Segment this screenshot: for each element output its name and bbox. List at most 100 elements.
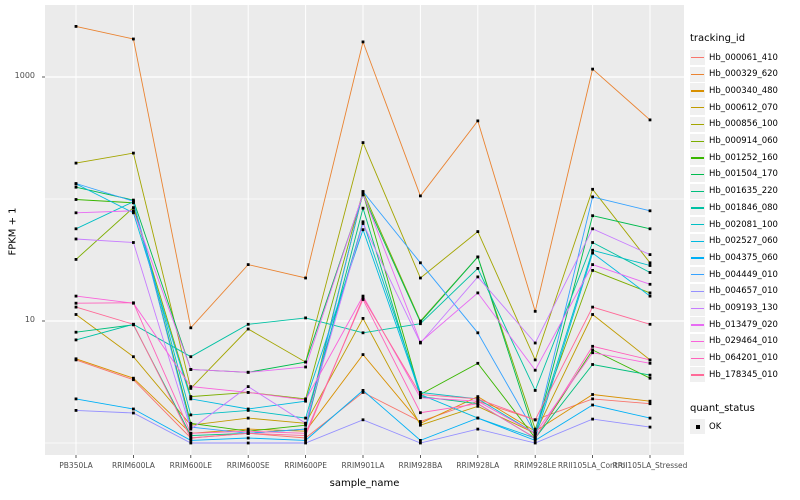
- data-point: [419, 441, 422, 445]
- x-tick-label: PB350LA: [59, 461, 93, 470]
- legend-key: [690, 200, 705, 216]
- legend-entry-Hb_002527_060: Hb_002527_060: [690, 233, 778, 250]
- legend-line-icon: [691, 357, 704, 359]
- data-point: [189, 326, 193, 330]
- data-point: [476, 275, 480, 279]
- legend-key: [690, 217, 705, 232]
- x-tick-label: RRIM928LA: [456, 461, 500, 470]
- legend-entry-Hb_009193_130: Hb_009193_130: [690, 300, 778, 317]
- legend-line-icon: [691, 207, 704, 209]
- data-point: [246, 429, 250, 433]
- legend-entry-label: Hb_001635_220: [709, 186, 778, 197]
- data-point: [304, 441, 307, 445]
- data-point: [246, 327, 250, 331]
- data-point: [74, 409, 78, 412]
- data-point: [648, 227, 652, 231]
- data-point: [591, 248, 594, 252]
- data-point: [304, 276, 307, 280]
- data-point: [74, 161, 78, 165]
- legend-key: [690, 116, 705, 132]
- legend-entry-Hb_178345_010: Hb_178345_010: [690, 366, 778, 383]
- x-tick-label: RRIM901LA: [341, 461, 385, 470]
- data-point: [476, 427, 480, 431]
- legend-key: [690, 183, 705, 199]
- data-point: [419, 396, 422, 400]
- x-tick-label: RRIM928LE: [514, 461, 557, 470]
- legend-line-icon: [691, 290, 704, 293]
- data-point: [419, 320, 422, 324]
- legend-title-tracking-id: tracking_id: [690, 33, 746, 44]
- legend-entry-label: Hb_009193_130: [709, 303, 778, 313]
- x-tick-label: RRIM600LA: [111, 461, 155, 470]
- legend-line-icon: [691, 140, 704, 142]
- data-point: [361, 40, 365, 44]
- legend-entry-ok: OK: [690, 418, 721, 435]
- legend-entry-label: Hb_000329_620: [709, 69, 778, 80]
- y-axis-title: FPKM + 1: [7, 207, 19, 256]
- data-point: [74, 237, 78, 241]
- data-point: [132, 37, 135, 41]
- legend-entry-label: Hb_001252_160: [709, 152, 778, 163]
- data-point: [74, 313, 78, 316]
- data-point: [591, 393, 594, 396]
- x-tick-label: RRIM928BA: [398, 461, 443, 470]
- data-point: [74, 185, 78, 189]
- data-point: [533, 309, 537, 313]
- data-point: [74, 258, 78, 261]
- data-point: [591, 195, 594, 199]
- data-point: [476, 331, 480, 335]
- data-point: [476, 416, 480, 420]
- data-point: [246, 370, 250, 374]
- data-point: [304, 439, 307, 442]
- legend-title-quant-status: quant_status: [690, 403, 755, 414]
- data-point: [246, 322, 250, 326]
- data-point: [74, 301, 78, 305]
- legend-entry-Hb_004657_010: Hb_004657_010: [690, 283, 778, 300]
- data-point: [419, 276, 422, 280]
- data-point: [189, 355, 193, 359]
- data-point: [132, 378, 135, 382]
- legend-key: [690, 83, 705, 99]
- data-point: [132, 241, 135, 244]
- data-point: [361, 298, 365, 301]
- data-point: [648, 322, 652, 326]
- legend-entry-Hb_001846_080: Hb_001846_080: [690, 199, 778, 216]
- legend-key: [690, 133, 705, 149]
- data-point: [476, 267, 480, 270]
- data-point: [304, 398, 307, 402]
- legend-entry-label: Hb_004375_060: [709, 252, 778, 263]
- data-point: [74, 182, 78, 185]
- data-point: [132, 376, 135, 380]
- data-point: [361, 317, 365, 320]
- panel-background: [45, 5, 684, 455]
- data-point: [304, 365, 307, 369]
- data-point: [74, 227, 78, 231]
- data-point: [246, 263, 250, 266]
- legend-key: [690, 367, 705, 383]
- data-point: [533, 434, 537, 437]
- data-point: [476, 395, 480, 398]
- data-point: [74, 305, 78, 309]
- legend-line-icon: [691, 173, 704, 176]
- data-point: [591, 269, 594, 272]
- data-point: [648, 376, 652, 380]
- data-point: [648, 261, 652, 265]
- legend-entry-label: Hb_001504_170: [709, 169, 778, 180]
- data-point: [304, 429, 307, 433]
- data-point: [361, 206, 365, 210]
- legend-key: [690, 317, 705, 333]
- legend-entry-Hb_000612_070: Hb_000612_070: [690, 99, 778, 116]
- legend-entry-Hb_029464_010: Hb_029464_010: [690, 333, 778, 350]
- legend-entry-label: Hb_004657_010: [709, 286, 778, 297]
- data-point: [132, 355, 135, 359]
- data-point: [591, 187, 594, 191]
- data-point: [74, 25, 78, 28]
- legend-line-icon: [691, 73, 704, 76]
- data-point: [246, 431, 250, 435]
- data-point: [591, 227, 594, 231]
- data-point: [361, 331, 365, 335]
- x-tick-label: RRII105LA_Stressed: [612, 461, 688, 470]
- data-point: [132, 301, 135, 305]
- data-point: [189, 421, 193, 425]
- data-point: [361, 296, 365, 300]
